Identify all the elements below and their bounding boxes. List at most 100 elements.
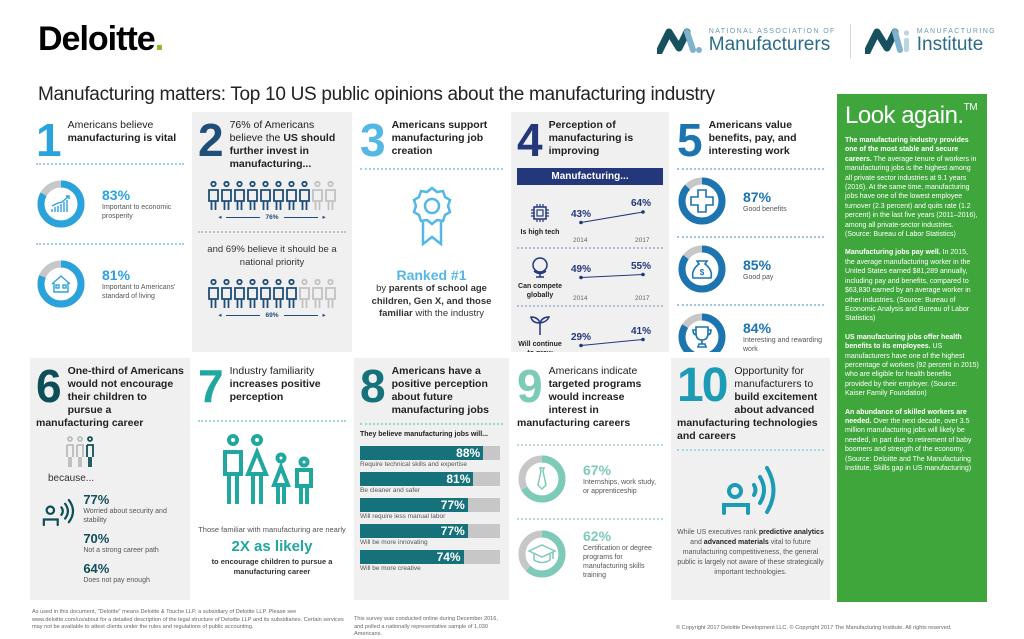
dotted-divider: [677, 449, 824, 451]
dotted-divider: [517, 305, 663, 307]
reason-percent: 77%: [83, 492, 110, 507]
svg-text:$: $: [700, 268, 705, 277]
opinion-heading: Americans support manufacturing job crea…: [360, 118, 503, 158]
opinions-grid: 1 Americans believe manufacturing is vita…: [30, 112, 830, 600]
dotted-divider: [36, 163, 184, 165]
people-pictogram-76: [198, 181, 346, 211]
value-stats: 87% Good benefits $ 85% Good pay 84% Intere…: [677, 168, 824, 352]
stat-item: 81% Important to Americans' standard of …: [36, 259, 184, 309]
opinion-heading: Americans have a positive perception abo…: [360, 364, 503, 417]
opinion-number: 5: [677, 114, 703, 166]
family-icon: [198, 434, 346, 511]
opinion-number: 6: [36, 360, 62, 412]
stat-percent: 83%: [102, 187, 131, 203]
opinion-7: 7 Industry familiarity increases positive…: [192, 358, 352, 600]
look-again-panel: Look again.TM The manufacturing industry…: [837, 94, 987, 602]
opinion-number: 1: [36, 114, 62, 166]
opinion-5: 5 Americans value benefits, pay, and int…: [671, 112, 830, 352]
stat-percent: 62%: [583, 528, 612, 544]
opinion-heading: Americans value benefits, pay, and inter…: [677, 118, 824, 158]
heading-bold: build excitement about advanced manufact…: [677, 391, 818, 442]
stat-label: Good pay: [743, 273, 774, 281]
value-2017: 64%: [631, 198, 652, 209]
because-text: because...: [48, 473, 95, 484]
dotted-divider: [517, 247, 663, 249]
opinion-3: 3 Americans support manufacturing job cr…: [354, 112, 509, 352]
bar-track: 74%: [360, 550, 500, 564]
bars-subtitle: They believe manufacturing jobs will...: [360, 431, 488, 438]
opinion-10: 10 Opportunity for manufacturers to build…: [671, 358, 830, 600]
bar-item: 88% Require technical skills and expertis…: [360, 446, 503, 468]
award-ribbon-icon: [360, 186, 503, 253]
opinion-4: 4 Perception of manufacturing is improvi…: [511, 112, 669, 352]
year-2017: 2017: [635, 237, 650, 244]
trophy-icon: [692, 326, 712, 348]
reasons-list: 77% Worried about security and stability 7…: [83, 492, 184, 591]
nam-m-icon: [656, 28, 702, 54]
stat-percent: 84%: [743, 320, 772, 336]
percent-arrow: ◂ 76% ▸: [198, 213, 346, 222]
year-2017: 2017: [635, 295, 650, 302]
sprout-icon: [530, 315, 551, 335]
person-icon: [299, 181, 310, 210]
reason-percent: 64%: [83, 561, 110, 576]
person-icon: [208, 181, 219, 210]
donut-chart: [518, 455, 566, 503]
partner-logos: NATIONAL ASSOCIATION OF Manufacturers MA…: [656, 24, 996, 58]
mi-small-text: MANUFACTURING: [916, 27, 996, 35]
reason-percent: 70%: [83, 531, 110, 546]
dotted-divider: [677, 236, 824, 238]
person-broadcast-icon: [42, 498, 75, 527]
bar-track: 81%: [360, 472, 500, 486]
dotted-divider: [36, 243, 184, 245]
bar-item: 81% Be cleaner and safer: [360, 472, 503, 494]
opinion-heading: 76% of Americans believe the US should f…: [198, 118, 346, 171]
bar-track: 77%: [360, 498, 500, 512]
mi-logo: MANUFACTURING Institute: [864, 27, 996, 55]
person-icon: [325, 181, 336, 210]
opinion-number: 4: [517, 114, 543, 166]
bar-item: 77% Will be more innovating: [360, 524, 503, 546]
arrow-right-icon: ▸: [322, 312, 326, 319]
year-2014: 2014: [573, 295, 588, 302]
perception-row: Will continue to grow 29% 41% 2014 2017: [517, 309, 663, 352]
manufacturing-banner: Manufacturing...: [517, 168, 663, 185]
stat-item: $ 85% Good pay: [677, 244, 824, 294]
opinion-number: 2: [198, 114, 224, 166]
opinion-2: 2 76% of Americans believe the US should…: [192, 112, 352, 352]
heading-bold: Americans have a positive perception abo…: [391, 365, 490, 416]
perception-label: Is high tech: [520, 229, 560, 236]
value-2014: 43%: [571, 208, 592, 220]
deloitte-logo: Deloitte.: [38, 20, 164, 59]
opinion-number: 8: [360, 360, 386, 412]
perception-label: Will continue to grow: [518, 340, 562, 353]
bar-item: 74% Will be more creative: [360, 550, 503, 572]
opinion-8: 8 Americans have a positive perception a…: [354, 358, 509, 600]
stat-percent: 87%: [743, 188, 772, 205]
heading-bold: Perception of manufacturing is improving: [548, 119, 634, 157]
bar-label: Will be more creative: [360, 565, 421, 572]
percent-label: 76%: [265, 213, 279, 221]
perception-row: Can compete globally 49% 55% 2014 2017: [517, 251, 663, 303]
graduation-cap-icon: [527, 544, 557, 564]
donut-chart: [678, 177, 726, 225]
donut-chart: [37, 180, 85, 228]
opinion-number: 7: [198, 360, 224, 412]
copyright-text: © Copyright 2017 Deloitte Development LL…: [676, 625, 952, 631]
people-pictogram-69: [198, 279, 346, 309]
ranked-end: with the industry: [412, 308, 485, 319]
dotted-divider: [517, 518, 663, 520]
money-bag-icon: $: [691, 260, 713, 279]
value-2017: 55%: [631, 260, 652, 272]
person-icon: [208, 279, 219, 308]
year-2014: 2014: [573, 237, 588, 244]
growth-chart-icon: [51, 195, 70, 212]
stat-label: Interesting and rewarding work: [743, 337, 822, 352]
bar-track: 77%: [360, 524, 500, 538]
executives-text: While US executives rank predictive anal…: [677, 528, 824, 578]
text-part: vital to future manufacturing competitiv…: [677, 539, 824, 576]
person-icon: [273, 279, 284, 308]
house-icon: [51, 275, 71, 293]
heading-bold: targeted programs would increase interes…: [517, 378, 642, 429]
heading-plain: Americans believe: [67, 119, 154, 131]
